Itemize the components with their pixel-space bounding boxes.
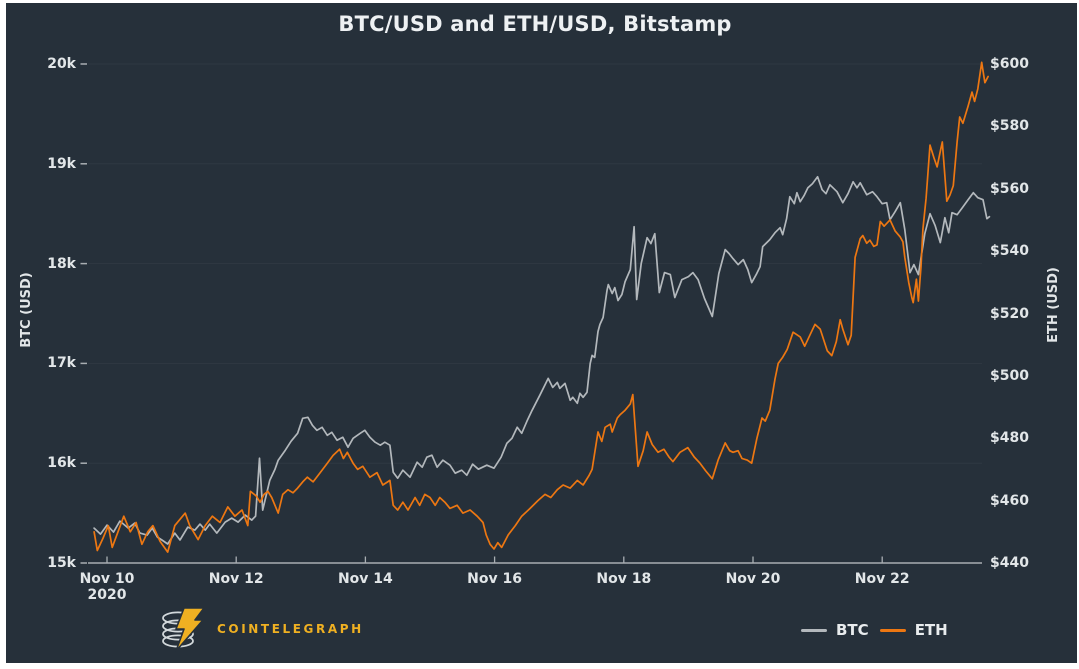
brand-wordmark: COINTELEGRAPH bbox=[217, 622, 364, 636]
y-tick-label-right: $440 bbox=[990, 555, 1029, 571]
y-tick-label-right: $580 bbox=[990, 118, 1029, 135]
btc-legend-label: BTC bbox=[836, 621, 869, 639]
y-tick-label-left: 15k bbox=[47, 555, 76, 571]
x-tick-label: Nov 12 bbox=[208, 571, 264, 587]
y-tick-label-left: 16k bbox=[47, 455, 76, 472]
y-tick-label-left: 19k bbox=[47, 155, 76, 172]
eth-line bbox=[93, 61, 989, 553]
y-tick-label-right: $540 bbox=[990, 243, 1029, 260]
btc-line bbox=[93, 175, 991, 545]
btc-legend-swatch bbox=[801, 628, 827, 632]
y-tick-label-right: $500 bbox=[990, 367, 1029, 384]
y-tick-label-left: 17k bbox=[47, 355, 76, 372]
y-tick-label-right: $520 bbox=[990, 305, 1029, 322]
chart-background-panel bbox=[6, 3, 1077, 663]
chart-title: BTC/USD and ETH/USD, Bitstamp bbox=[338, 12, 732, 36]
x-tick-label: Nov 14 bbox=[337, 571, 393, 587]
y-tick-label-right: $600 bbox=[990, 56, 1029, 72]
cointelegraph-logo: COINTELEGRAPH bbox=[159, 606, 364, 652]
eth-legend-label: ETH bbox=[914, 621, 948, 639]
y-tick-label-left: 20k bbox=[47, 56, 76, 72]
x-tick-label: Nov 10 2020 bbox=[69, 571, 145, 603]
legend-item-eth: ETH bbox=[879, 621, 948, 639]
y-axis-label-left: BTC (USD) bbox=[19, 272, 34, 348]
x-tick-label: Nov 18 bbox=[596, 571, 652, 587]
x-tick-sublabel: 2020 bbox=[87, 587, 127, 603]
y-tick-label-left: 18k bbox=[47, 255, 76, 272]
x-tick-label: Nov 22 bbox=[854, 571, 910, 587]
y-tick-label-right: $460 bbox=[990, 492, 1029, 509]
x-tick-label: Nov 20 bbox=[725, 571, 781, 587]
legend-item-btc: BTC bbox=[801, 621, 869, 639]
x-tick-label: Nov 16 bbox=[467, 571, 522, 587]
y-tick-label-right: $480 bbox=[990, 430, 1029, 447]
coin-stack-bolt-icon bbox=[162, 607, 205, 652]
y-tick-label-right: $560 bbox=[990, 180, 1029, 197]
legend: BTC ETH bbox=[801, 621, 948, 639]
eth-legend-swatch bbox=[879, 628, 906, 632]
